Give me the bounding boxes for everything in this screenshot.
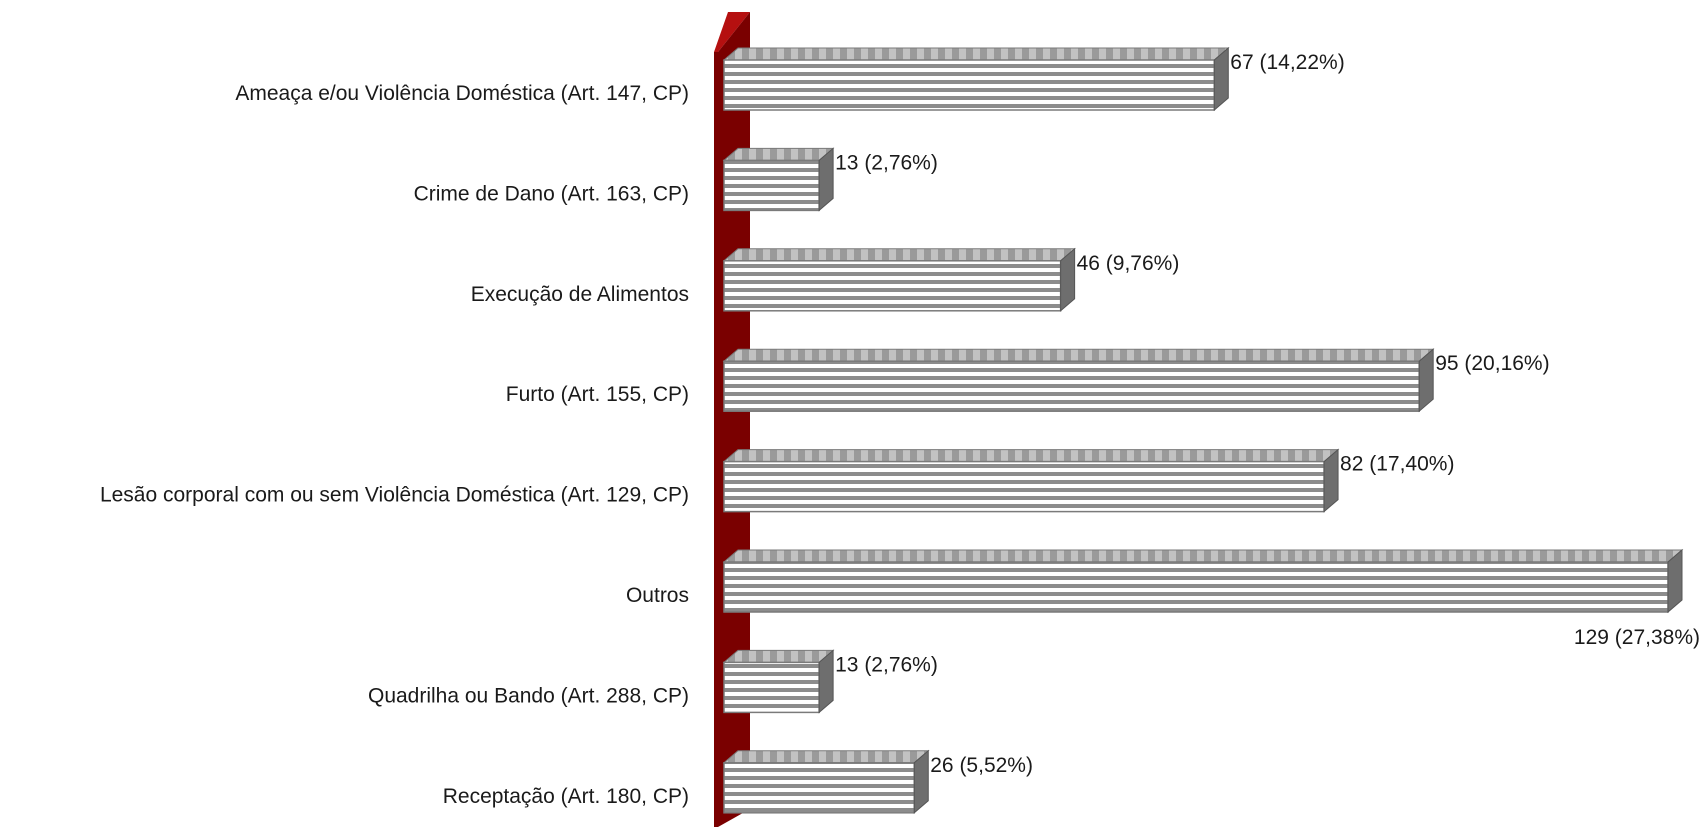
data-label: 26 (5,52%) <box>930 754 1033 777</box>
data-label: 129 (27,38%) <box>1574 626 1700 649</box>
bar <box>722 749 930 814</box>
bar-side-face <box>1213 46 1229 112</box>
bar-top-face <box>722 549 1684 563</box>
bar-front-face <box>723 561 1669 613</box>
axis-wall-front <box>714 52 718 827</box>
axis-wall-top <box>714 12 750 52</box>
bar <box>722 147 835 212</box>
data-label: 67 (14,22%) <box>1230 51 1344 74</box>
data-label: 13 (2,76%) <box>835 653 938 676</box>
bar-side-face <box>818 147 834 212</box>
bar-top-face <box>722 649 835 663</box>
category-label: Furto (Art. 155, CP) <box>506 383 689 406</box>
bar <box>722 348 1435 413</box>
axis-wall <box>714 12 750 827</box>
bar <box>722 46 1230 112</box>
data-label: 82 (17,40%) <box>1340 453 1454 476</box>
category-label: Receptação (Art. 180, CP) <box>443 785 689 808</box>
bar-front-face <box>723 661 820 714</box>
bar-top-face <box>722 348 1435 362</box>
bar-top-face <box>722 47 1230 61</box>
bar-front-face <box>723 59 1216 111</box>
category-label: Quadrilha ou Bando (Art. 288, CP) <box>368 684 689 707</box>
data-labels: 67 (14,22%) 13 (2,76%) 46 (9,76%) 95 (20,16… <box>835 51 1700 777</box>
bar-side-face <box>818 649 834 714</box>
bar-top-face <box>722 248 1076 262</box>
category-label: Ameaça e/ou Violência Doméstica (Art. 14… <box>235 82 689 105</box>
category-label: Crime de Dano (Art. 163, CP) <box>414 182 689 205</box>
axis-wall-side <box>718 12 750 827</box>
category-labels: Ameaça e/ou Violência Doméstica (Art. 14… <box>100 82 689 808</box>
category-label: Execução de Alimentos <box>471 283 689 306</box>
category-label: Lesão corporal com ou sem Violência Domé… <box>100 484 689 507</box>
bar <box>722 649 835 714</box>
bar-side-face <box>1323 448 1339 513</box>
bar <box>722 548 1684 614</box>
bar-front-face <box>723 260 1062 312</box>
bars-group <box>722 46 1684 814</box>
bar <box>722 448 1340 513</box>
data-label: 46 (9,76%) <box>1077 252 1180 275</box>
bar-front-face <box>723 762 916 814</box>
bar-top-face <box>722 750 930 764</box>
bar-front-face <box>723 360 1420 412</box>
bar-side-face <box>913 749 929 814</box>
bar-side-face <box>1060 247 1076 312</box>
category-label: Outros <box>626 584 689 607</box>
bar-side-face <box>1418 348 1434 413</box>
bar-side-face <box>1667 548 1683 614</box>
bar-top-face <box>722 147 835 161</box>
bar-top-face <box>722 449 1340 463</box>
data-label: 95 (20,16%) <box>1435 352 1549 375</box>
bar-front-face <box>723 159 820 212</box>
bar <box>722 247 1076 312</box>
data-label: 13 (2,76%) <box>835 151 938 174</box>
bar-front-face <box>723 460 1325 513</box>
